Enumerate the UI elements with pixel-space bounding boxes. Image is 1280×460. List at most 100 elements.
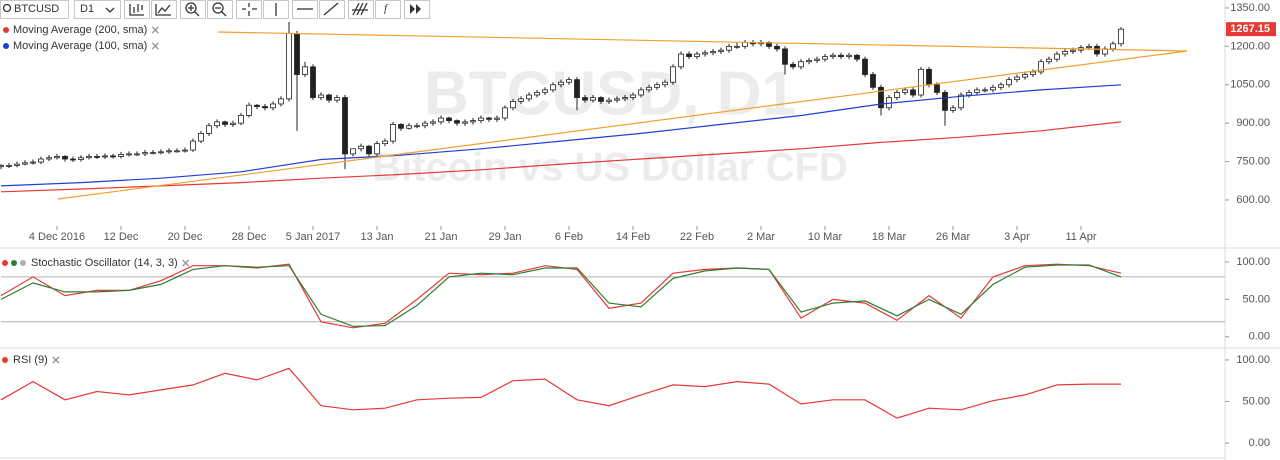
candle-body	[678, 53, 684, 68]
plot-area	[0, 22, 1225, 419]
last-price: 1267.15	[1230, 23, 1270, 35]
candle-body	[598, 97, 604, 102]
candle-body	[950, 107, 956, 111]
candle-body	[494, 117, 500, 120]
y-tick-label: 1050.00	[1230, 79, 1270, 91]
legend-label: Moving Average (200, sma)	[13, 24, 147, 36]
candle-body	[238, 115, 244, 124]
trendlines	[57, 31, 1188, 200]
candle-body	[710, 51, 716, 54]
x-tick-label: 26 Mar	[936, 231, 971, 243]
candle-body	[462, 121, 468, 124]
candle-body	[1086, 45, 1092, 49]
trendline-button[interactable]	[319, 0, 345, 19]
candle-body	[926, 68, 932, 86]
indicators-button[interactable]	[375, 0, 401, 19]
trendline	[217, 31, 1188, 52]
candle-body	[782, 48, 788, 65]
legend-swatch	[2, 260, 8, 266]
candle-body	[1110, 43, 1116, 50]
series-line	[0, 263, 1122, 329]
pane-title: RSI (9)	[13, 354, 48, 366]
watermark-symbol: BTCUSD, D1	[424, 59, 796, 128]
candle-body	[878, 86, 884, 109]
x-tick-label: 6 Feb	[555, 231, 583, 243]
candle-body	[334, 97, 340, 101]
candle-body	[6, 165, 12, 167]
candle-body	[454, 120, 460, 124]
candle-body	[1094, 45, 1100, 55]
candle-body	[278, 98, 284, 105]
candle-body	[550, 84, 556, 91]
legend-swatch	[3, 27, 9, 33]
candle-body	[78, 157, 84, 160]
candle-body	[574, 79, 580, 98]
interval: D1	[80, 3, 94, 15]
candle-body	[286, 33, 292, 100]
candle-body	[614, 98, 620, 101]
candle-body	[870, 74, 876, 88]
crosshair-button[interactable]	[236, 0, 262, 19]
zoom-in-icon	[185, 2, 197, 14]
trendline-icon	[323, 2, 339, 16]
y-tick-label: 1350.00	[1230, 2, 1270, 14]
candle-body	[742, 42, 748, 47]
candle-body	[862, 58, 868, 75]
x-tick-label: 28 Dec	[232, 231, 267, 243]
candle-body	[62, 156, 68, 160]
candle-body	[230, 122, 236, 125]
y-tick-label: 50.00	[1242, 293, 1270, 305]
pane-title: Stochastic Oscillator (14, 3, 3)	[31, 257, 178, 269]
x-tick-label: 10 Mar	[808, 231, 843, 243]
series-line	[0, 264, 1122, 327]
series-line	[0, 121, 1122, 193]
x-tick-label: 29 Jan	[488, 231, 521, 243]
chart-style-button[interactable]	[124, 0, 150, 19]
zoom-out-icon	[212, 2, 224, 14]
candle-body	[366, 145, 372, 155]
candle-body	[246, 104, 252, 116]
candle-body	[438, 117, 444, 123]
symbol: BTCUSD	[14, 3, 59, 15]
candle-body	[510, 100, 516, 109]
candle-body	[486, 117, 492, 120]
candle-body	[630, 94, 636, 98]
legend-swatch	[2, 357, 8, 363]
candle-body	[662, 81, 668, 86]
candle-body	[822, 56, 828, 60]
symbol-button[interactable]	[0, 0, 69, 19]
candle-body	[166, 150, 172, 153]
interval-button[interactable]	[74, 0, 121, 19]
candle-body	[398, 124, 404, 129]
more-icon	[410, 4, 421, 14]
candle-body	[406, 125, 412, 129]
y-tick-label: 1200.00	[1230, 40, 1270, 52]
x-tick-label: 11 Apr	[1066, 231, 1097, 243]
y-tick-label: 100.00	[1236, 256, 1270, 268]
candle-body	[182, 149, 188, 152]
candle-body	[1070, 49, 1076, 52]
candle-body	[566, 79, 572, 83]
candle-body	[310, 66, 316, 98]
candle-body	[790, 63, 796, 68]
candle-body	[150, 152, 156, 155]
x-tick-label: 2 Mar	[747, 231, 775, 243]
candle-body	[414, 125, 420, 128]
candle-body	[798, 61, 804, 68]
candle-body	[1030, 71, 1036, 75]
series-line	[0, 84, 1122, 187]
candle-body	[1038, 61, 1044, 73]
candle-body	[526, 94, 532, 100]
x-tick-label: 4 Dec 2016	[29, 231, 85, 243]
candle-body	[502, 107, 508, 119]
candle-body	[470, 120, 476, 123]
last-price-tag	[1226, 22, 1276, 37]
candle-body	[302, 66, 308, 75]
candle-body	[902, 89, 908, 93]
y-tick-label: 900.00	[1236, 117, 1270, 129]
candle-body	[966, 92, 972, 96]
y-tick-label: 750.00	[1236, 155, 1270, 167]
candle-body	[958, 94, 964, 109]
x-tick-label: 12 Dec	[104, 231, 139, 243]
